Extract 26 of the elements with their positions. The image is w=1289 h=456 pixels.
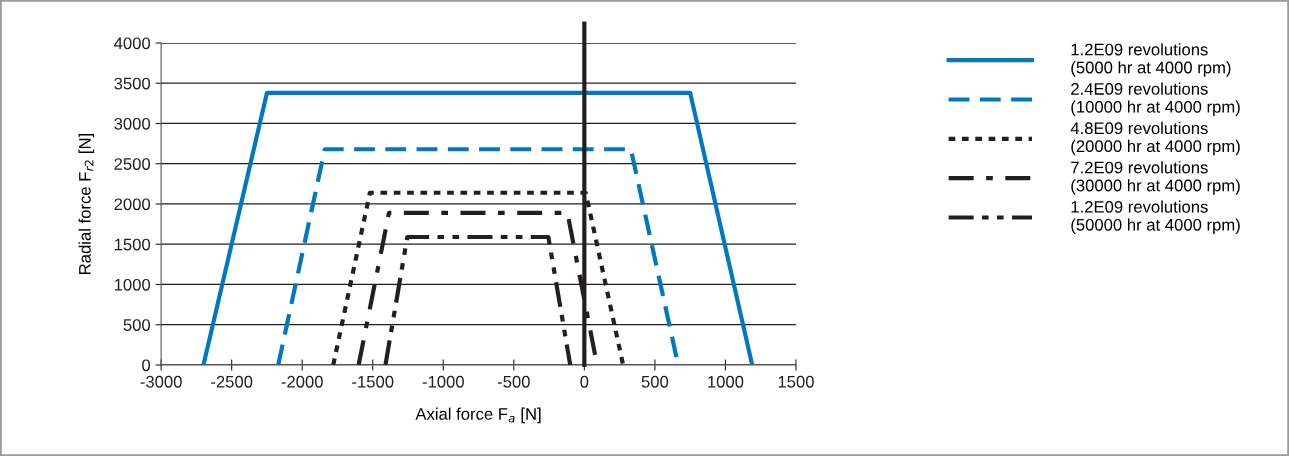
x-tick-label: -2500 — [211, 375, 253, 388]
y-axis-title: Radial force F$_{r2}$ [N] — [78, 134, 95, 274]
x-tick-label: -500 — [497, 375, 530, 388]
legend-label: 7.2E09 revolutions (30000 hr at 4000 rpm) — [1071, 161, 1240, 195]
y-tick-label: 1000 — [114, 278, 151, 291]
y-tick-label: 1500 — [114, 238, 151, 251]
y-tick-label: 0 — [142, 359, 151, 372]
x-tick-label: -1000 — [422, 375, 464, 388]
x-tick-label: -1500 — [352, 375, 394, 388]
x-tick-label: -3000 — [140, 375, 182, 388]
x-tick-label: -2000 — [281, 375, 323, 388]
legend-label: 1.2E09 revolutions (50000 hr at 4000 rpm) — [1071, 200, 1240, 234]
y-tick-label: 4000 — [114, 37, 151, 50]
legend-label: 4.8E09 revolutions (20000 hr at 4000 rpm) — [1070, 121, 1240, 156]
x-tick-label: 1500 — [778, 375, 814, 388]
legend-label: 2.4E09 revolutions (10000 hr at 4000 rpm) — [1071, 82, 1240, 117]
legend-label: 1.2E09 revolutions (5000 hr at 4000 rpm) — [1071, 43, 1231, 77]
y-tick-label: 3000 — [114, 117, 151, 130]
y-tick-label: 2000 — [114, 198, 151, 211]
y-tick-label: 3500 — [114, 77, 151, 90]
x-tick-label: 500 — [641, 375, 669, 388]
y-tick-label: 500 — [123, 319, 151, 331]
x-tick-label: 0 — [580, 375, 589, 388]
x-axis-title: Axial force F$_{a}$ [N] — [415, 407, 541, 424]
x-tick-label: 1000 — [708, 375, 744, 388]
y-tick-label: 2500 — [114, 158, 151, 170]
